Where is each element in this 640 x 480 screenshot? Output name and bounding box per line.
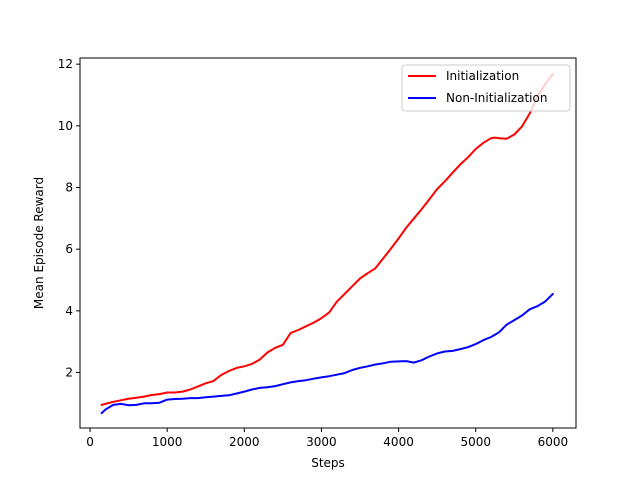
legend-label-0: Initialization (446, 69, 519, 83)
x-tick-label: 2000 (229, 435, 260, 449)
y-tick-label: 8 (65, 181, 73, 195)
y-tick-label: 12 (58, 57, 73, 71)
x-tick-label: 3000 (306, 435, 337, 449)
x-tick-label: 5000 (460, 435, 491, 449)
x-tick-label: 6000 (538, 435, 569, 449)
x-tick-label: 4000 (383, 435, 414, 449)
legend: Initialization Non-Initialization (401, 64, 571, 112)
x-tick-label: 0 (86, 435, 94, 449)
x-axis-ticks: 0 1000 2000 3000 4000 5000 6000 (86, 428, 568, 449)
legend-box (401, 64, 571, 112)
y-tick-label: 2 (65, 366, 73, 380)
series-line-1 (100, 292, 554, 415)
y-axis-ticks: 2 4 6 8 10 12 (58, 57, 80, 380)
series-layer (100, 73, 554, 415)
series-line-0 (100, 73, 554, 406)
y-tick-label: 6 (65, 242, 73, 256)
x-tick-label: 1000 (152, 435, 183, 449)
x-axis-label: Steps (311, 456, 345, 470)
y-tick-label: 10 (58, 119, 73, 133)
y-axis-label: Mean Episode Reward (32, 177, 46, 309)
plot-frame (79, 57, 577, 429)
legend-label-1: Non-Initialization (446, 91, 547, 105)
y-tick-label: 4 (65, 304, 73, 318)
